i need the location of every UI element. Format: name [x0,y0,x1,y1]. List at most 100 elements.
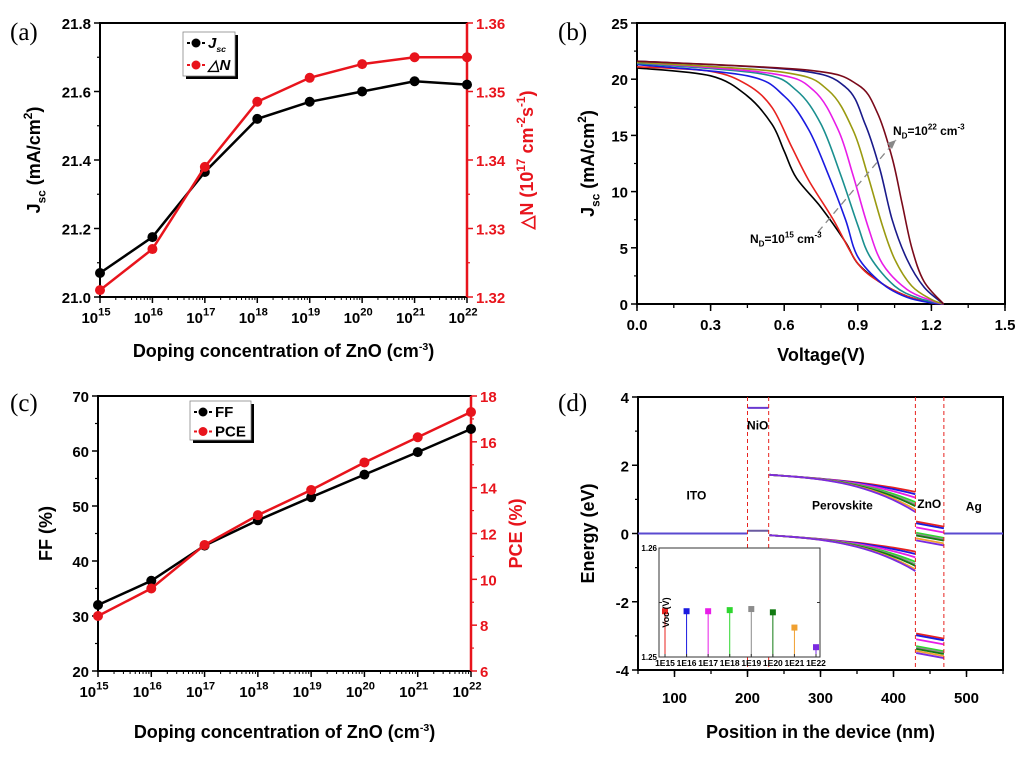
data-point [359,457,370,468]
x-tick-label: 1017​ [186,680,215,701]
zno-vb-2 [915,638,945,646]
y-tick-label: 25 [611,16,628,33]
x-tick-label: 400 [881,690,906,707]
data-point [412,432,423,443]
jv-curve-7 [636,60,945,305]
inset-voc-chart: 1.25 1.26 1E15 1E16 1E17 1E18 1E19 1E20 1E21 1E22… [641,544,826,668]
y-tick-label: 50 [72,499,89,516]
panel-d: (d) 100 200 300 400 500 Position in the device… [558,390,1004,742]
data-point [252,96,263,107]
legend-label: Jsc​ [208,35,226,54]
y-tick-label: 10 [480,572,497,589]
series-line-0 [97,427,472,607]
data-point [357,59,368,70]
x-axis-label: Position in the device (nm) [706,722,935,742]
y-tick-label: 30 [72,609,89,626]
y-tick-label: 21.0 [62,290,91,307]
y-tick-label: 8 [480,618,488,635]
zno-vb-5 [915,647,945,655]
plot-frame [99,22,468,298]
x-tick-label: 1018​ [239,680,268,701]
x-axis-label: Voltage(V) [777,345,865,365]
data-point [306,484,317,495]
y-tick-label: 1.35 [476,85,505,102]
data-point [462,79,472,90]
x-axis-label: Doping concentration of ZnO (cm-3) [134,722,435,742]
x-tick-label: 1021​ [396,306,425,327]
zno-cb-4 [915,533,945,541]
y-tick-label: 10 [611,185,628,202]
y-tick-label: 14 [480,481,497,498]
inset-marker [726,607,733,614]
panel-c: (c) 1015​ 1016​ 1017​ 1018​ 1019​ 1020​ 1021​ 10… [10,389,526,742]
layer-label-ito: ITO [687,488,707,502]
legend-marker [198,407,208,417]
inset-x-tick-label: 1E18 [720,658,740,668]
zno-vb-0 [915,632,945,640]
y-tick-label: 6 [480,664,488,681]
zno-cb-5 [915,534,945,542]
data-point [146,575,157,586]
x-axis-label: Doping concentration of ZnO (cm-3) [133,341,434,361]
layer-label-nio: NiO [747,418,768,432]
y-tick-label: 70 [72,389,89,406]
x-tick-label: 1.2 [921,317,942,334]
y2-axis-label: △N (1017 cm-2s-1) [515,91,537,231]
y-tick-label: 18 [480,389,497,406]
y-tick-label: 20 [72,664,89,681]
y-tick-label: 40 [72,554,89,571]
zno-vb-4 [915,646,945,654]
series-line-1 [99,56,467,292]
y-tick-label: 1.36 [476,16,505,33]
x-tick-label: 1017​ [186,306,215,327]
annotation-high-doping: ND=1022 cm-3​ [893,123,965,141]
x-tick-label: 0.9 [847,317,868,334]
y-tick-label: -4 [616,663,630,680]
data-point [252,113,263,124]
x-tick-label: 1018​ [239,306,268,327]
y-tick-label: 21.4 [62,153,92,170]
y-axis-label: Jsc (mA/cm2) [22,107,48,214]
legend-label: FF [215,404,233,421]
jv-curve-1 [636,66,944,305]
series-line-0 [99,79,468,275]
x-tick-label: 0.6 [774,317,795,334]
data-point [93,600,103,610]
zno-cb-7 [915,539,945,547]
data-point [252,510,263,521]
data-point [409,52,420,63]
x-tick-label: 0.0 [627,317,648,334]
data-point [146,583,157,594]
y-tick-label: 0 [621,527,629,544]
y-tick-label: 20 [611,72,628,89]
x-tick-label: 1021​ [399,680,428,701]
x-tick-label: 1020​ [346,680,375,701]
data-point [95,268,105,279]
inset-marker [748,606,755,613]
inset-x-tick-label: 1E22 [806,658,826,668]
data-point [93,611,103,621]
x-tick-label: 500 [954,690,979,707]
panel-label: (b) [558,19,587,46]
y-tick-label: 21.6 [62,85,91,102]
y-tick-label: 21.8 [62,16,91,33]
y-tick-label: 1.33 [476,222,505,239]
y-tick-label: 60 [72,444,89,461]
jv-curve-5 [636,61,944,305]
y-tick-label: 0 [620,297,628,314]
inset-y-axis-label: Voc (V) [661,597,671,627]
y-tick-label: 1.34 [476,153,506,170]
inset-y-tick-label: 1.25 [641,653,657,662]
y-tick-label: 1.32 [476,290,505,307]
trend-arrow [817,139,897,233]
y-tick-label: 21.2 [62,222,91,239]
band-diagram [638,406,1003,659]
arrow-head-icon [887,140,896,149]
x-tick-label: 1022​ [448,306,477,327]
legend-marker [198,427,208,436]
inset-x-tick-label: 1E16 [677,658,697,668]
data-point [409,76,420,87]
x-tick-label: 1015​ [79,680,108,701]
panel-b: (b) 0.0 0.3 0.6 0.9 1.2 1.5 Voltage(V) 0 5 10 15 20 2… [558,16,1015,365]
inset-marker [683,608,690,615]
